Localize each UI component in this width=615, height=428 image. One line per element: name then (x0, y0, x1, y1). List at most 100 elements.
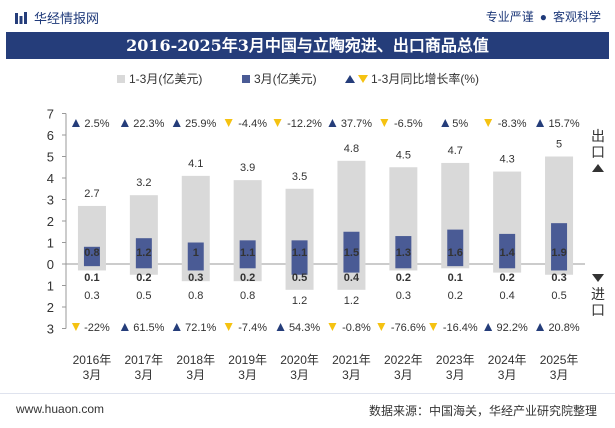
export-growth: 2.5% (71, 118, 110, 130)
import-total-label: 0.4 (500, 290, 515, 302)
export-march-bar (395, 236, 412, 264)
export-growth: 25.9% (172, 118, 217, 130)
legend-up-icon (345, 75, 355, 83)
tagline: 专业严谨 ● 客观科学 (486, 8, 601, 25)
import-growth: 61.5% (120, 322, 165, 334)
export-march-bar (83, 246, 100, 264)
x-axis-categories: 2016年 3月 2017年 3月 2018年 3月 2019年 3月 2020年 3月 2021年… (73, 353, 579, 382)
x-category-label: 2020年 3月 (280, 353, 319, 382)
import-march-label: 0.1 (448, 272, 463, 284)
x-category-label: 2024年 3月 (488, 353, 527, 382)
growth-up-icon (172, 323, 181, 331)
import-total-label: 0.8 (188, 290, 203, 302)
export-growth: -4.4% (224, 118, 267, 130)
growth-down-icon (273, 119, 282, 127)
brand: 华经情报网 (14, 8, 99, 27)
x-category-label: 2023年 3月 (436, 353, 475, 382)
legend-total-label: 1-3月(亿美元) (129, 71, 202, 86)
export-march-label: 0.8 (84, 247, 99, 259)
legend-march-label: 3月(亿美元) (254, 71, 317, 86)
x-category-label: 2021年 3月 (332, 353, 371, 382)
import-march-label: 0.2 (136, 272, 151, 284)
export-march-label: 1.2 (136, 247, 151, 259)
y-tick-label: 7 (47, 107, 54, 122)
growth-up-icon (172, 119, 181, 127)
side-labels: 出口 进口 (591, 128, 605, 318)
legend: 1-3月(亿美元) 3月(亿美元) 1-3月同比增长率(%) (117, 71, 479, 86)
export-growth-label: -6.5% (394, 118, 423, 130)
export-march-bar (239, 240, 256, 264)
export-total-label: 3.2 (136, 177, 151, 189)
import-growth: -7.4% (224, 322, 267, 334)
export-total-label: 4.3 (500, 154, 515, 166)
top-bar: 华经情报网 专业严谨 ● 客观科学 (0, 0, 615, 32)
import-total-bar (77, 264, 106, 271)
growth-down-icon (429, 323, 438, 331)
export-growth: -6.5% (380, 118, 423, 130)
import-march-label: 0.3 (551, 272, 566, 284)
y-tick-label: 6 (47, 128, 54, 143)
y-tick-label: 2 (47, 300, 54, 315)
import-march-bar (239, 264, 256, 269)
import-growth-label: 92.2% (497, 322, 528, 334)
export-march-label: 1.1 (240, 247, 255, 259)
x-category-label: 2017年 3月 (124, 353, 163, 382)
x-category-label: 2022年 3月 (384, 353, 423, 382)
growth-up-icon (120, 323, 129, 331)
import-march-bar (551, 264, 568, 271)
import-total-label: 1.2 (344, 295, 359, 307)
import-growth: -0.8% (328, 322, 371, 334)
import-down-icon (592, 274, 604, 282)
export-total-label: 4.5 (396, 149, 411, 161)
export-march-label: 1 (193, 247, 199, 259)
brand-logo-icon (15, 11, 27, 24)
export-growth: 22.3% (120, 118, 165, 130)
import-march-bar (343, 264, 360, 273)
import-growth-label: 72.1% (185, 322, 216, 334)
export-growth-label: -12.2% (287, 118, 322, 130)
import-growth-label: -0.8% (342, 322, 371, 334)
x-category-label: 2018年 3月 (176, 353, 215, 382)
import-growth-label: -16.4% (443, 322, 478, 334)
growth-down-icon (380, 119, 389, 127)
export-total-label: 5 (556, 139, 562, 151)
import-growth-label: -7.4% (238, 322, 267, 334)
y-tick-label: 4 (47, 171, 54, 186)
import-growth: -76.6% (377, 322, 426, 334)
import-growth-label: 20.8% (548, 322, 579, 334)
growth-labels: 2.5% -22% 22.3% 61.5% 25.9% 72.1% -4.4% -7.4% -1… (71, 118, 580, 334)
import-march-bar (187, 264, 204, 271)
export-growth-label: 22.3% (133, 118, 164, 130)
y-tick-label: 3 (47, 322, 54, 337)
growth-down-icon (71, 323, 80, 331)
growth-up-icon (328, 119, 337, 127)
export-growth-label: 15.7% (548, 118, 579, 130)
growth-down-icon (377, 323, 386, 331)
chart-title: 2016-2025年3月中国与立陶宛进、出口商品总值 (6, 32, 609, 59)
export-march-bar (135, 238, 152, 264)
growth-up-icon (71, 119, 80, 127)
export-growth: -8.3% (484, 118, 527, 130)
import-total-label: 0.2 (448, 290, 463, 302)
import-growth: 20.8% (536, 322, 580, 334)
legend-down-icon (358, 75, 368, 83)
import-march-bar (291, 264, 308, 275)
chart: 1-3月(亿美元) 3月(亿美元) 1-3月同比增长率(%) 7 6 5 4 3 2 1 0 1… (47, 71, 605, 382)
export-growth-label: -4.4% (238, 118, 267, 130)
tagline-1: 专业严谨 (485, 10, 534, 24)
import-march-label: 0.3 (188, 272, 203, 284)
x-category-label: 2019年 3月 (228, 353, 267, 382)
import-march-bar (395, 264, 412, 269)
export-march-bar (447, 229, 464, 264)
separator-dot-icon: ● (539, 9, 547, 24)
import-total-bar (129, 264, 158, 275)
import-total-label: 0.5 (551, 290, 566, 302)
import-march-bar (499, 264, 516, 269)
growth-down-icon (224, 323, 233, 331)
growth-up-icon (120, 119, 129, 127)
legend-growth-label: 1-3月同比增长率(%) (371, 71, 479, 86)
import-march-label: 0.5 (292, 272, 307, 284)
growth-up-icon (484, 323, 493, 331)
export-growth-label: 25.9% (185, 118, 216, 130)
export-total-label: 4.1 (188, 158, 203, 170)
